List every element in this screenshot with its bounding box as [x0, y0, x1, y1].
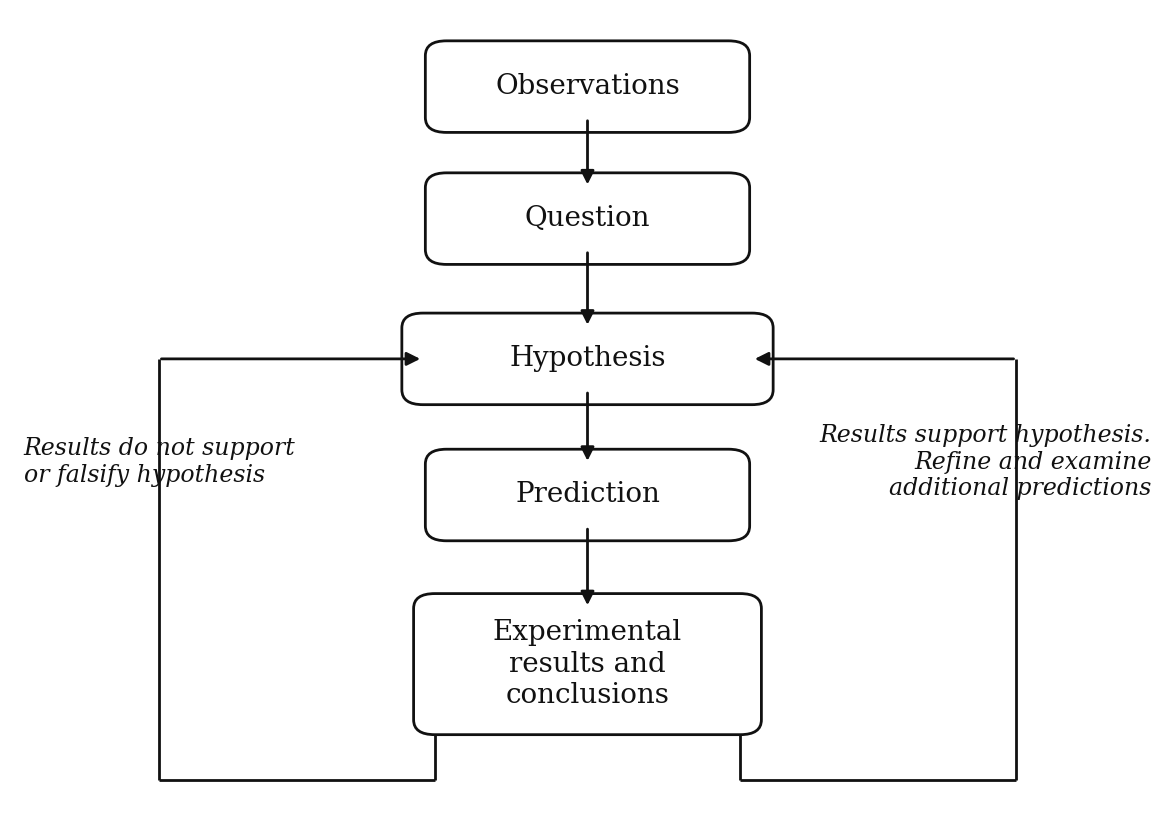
Text: Prediction: Prediction: [515, 482, 660, 508]
Text: Experimental
results and
conclusions: Experimental results and conclusions: [492, 620, 683, 709]
Text: Observations: Observations: [495, 73, 680, 100]
FancyBboxPatch shape: [425, 449, 750, 541]
FancyBboxPatch shape: [414, 594, 761, 734]
FancyBboxPatch shape: [425, 40, 750, 132]
FancyBboxPatch shape: [402, 314, 773, 405]
Text: Hypothesis: Hypothesis: [509, 346, 666, 372]
FancyBboxPatch shape: [425, 173, 750, 264]
Text: Question: Question: [525, 205, 650, 232]
Text: Results support hypothesis.
Refine and examine
additional predictions: Results support hypothesis. Refine and e…: [820, 424, 1152, 500]
Text: Results do not support
or falsify hypothesis: Results do not support or falsify hypoth…: [24, 437, 295, 487]
